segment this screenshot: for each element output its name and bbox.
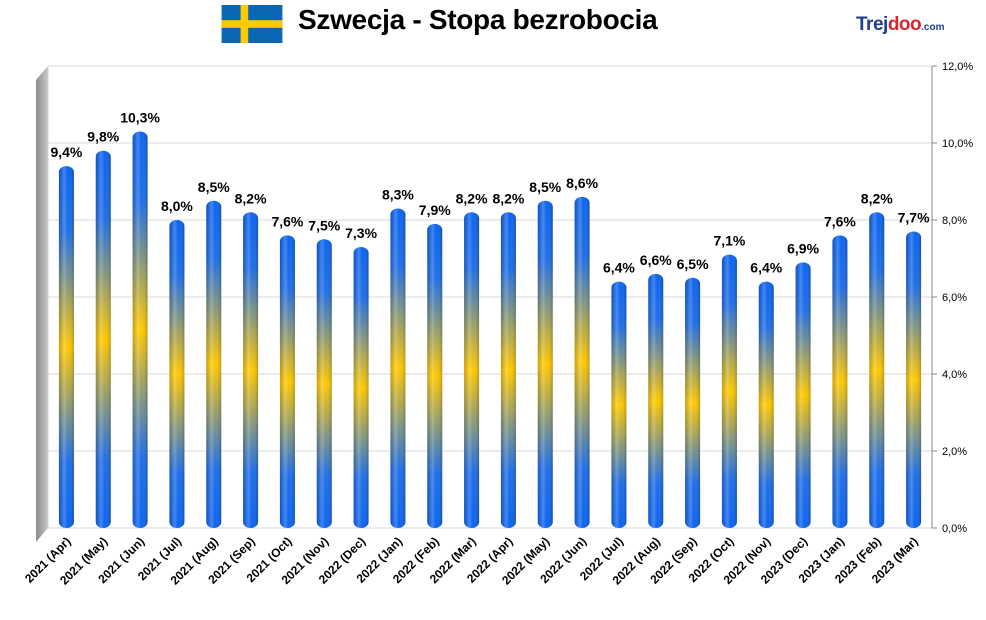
sweden-flag-icon xyxy=(221,5,283,43)
bars xyxy=(58,131,922,529)
data-label: 6,6% xyxy=(640,252,672,268)
y-tick-label: 12,0% xyxy=(942,61,973,73)
data-label: 7,7% xyxy=(898,210,930,226)
bar-shine xyxy=(169,220,185,528)
chart-side-wall xyxy=(36,66,48,542)
chart-title: Szwecja - Stopa bezrobocia xyxy=(298,4,658,35)
y-tick-label: 8,0% xyxy=(942,215,967,227)
data-label: 8,5% xyxy=(198,179,230,195)
brand-main: Trej xyxy=(856,14,888,35)
y-tick-label: 2,0% xyxy=(942,446,967,458)
bar-shine xyxy=(58,166,74,528)
data-label: 6,5% xyxy=(677,256,709,272)
bar-shine xyxy=(464,212,480,529)
bar-shine xyxy=(500,212,516,529)
bar-shine xyxy=(869,212,885,529)
y-tick-label: 6,0% xyxy=(942,292,967,304)
data-label: 6,9% xyxy=(787,240,819,256)
data-label: 8,2% xyxy=(456,190,488,206)
bar-shine xyxy=(95,150,111,528)
y-tick-label: 0,0% xyxy=(942,523,967,535)
bar-shine xyxy=(537,200,553,528)
data-label: 8,6% xyxy=(566,175,598,191)
bar-shine xyxy=(648,273,664,528)
bar-shine xyxy=(832,235,848,528)
x-axis-ticks: 2021 (Apr)2021 (May)2021 (Jun)2021 (Jul)… xyxy=(22,534,921,587)
data-label: 7,9% xyxy=(419,202,451,218)
y-tick-label: 4,0% xyxy=(942,369,967,381)
y-tick-label: 10,0% xyxy=(942,138,973,150)
data-label: 7,3% xyxy=(345,225,377,241)
data-label: 8,2% xyxy=(235,190,267,206)
brand-domain: .com xyxy=(921,22,945,33)
brand-accent: doo xyxy=(887,14,922,35)
bar-shine xyxy=(906,231,922,529)
bar-shine xyxy=(611,281,627,528)
y-axis-ticks: 0,0% 2,0% 4,0% 6,0% 8,0% 10,0% 12,0% xyxy=(942,61,973,535)
data-label: 8,3% xyxy=(382,186,414,202)
bar-shine xyxy=(685,277,701,528)
bar-shine xyxy=(574,196,590,528)
bar-shine xyxy=(353,246,369,528)
data-label: 10,3% xyxy=(120,109,160,125)
chart-header: Szwecja - Stopa bezrobocia Trejdoo.com xyxy=(0,0,986,46)
data-label: 8,2% xyxy=(861,190,893,206)
side-wall xyxy=(36,66,48,542)
bar-shine xyxy=(390,208,406,528)
bar-shine xyxy=(279,235,295,528)
data-label: 9,4% xyxy=(50,144,82,160)
data-labels: 9,4%9,8%10,3%8,0%8,5%8,2%7,6% 7,5% 7,3%8,3… xyxy=(50,109,930,275)
bar-shine xyxy=(758,281,774,528)
data-label: 7,5% xyxy=(308,217,340,233)
gridlines xyxy=(47,65,937,529)
data-label: 8,2% xyxy=(492,190,524,206)
data-label: 7,6% xyxy=(824,213,856,229)
data-label: 8,5% xyxy=(529,179,561,195)
data-label: 7,1% xyxy=(713,233,745,249)
bar-shine xyxy=(316,239,332,528)
data-label: 6,4% xyxy=(603,260,635,276)
bar-shine xyxy=(243,212,259,529)
data-label: 8,0% xyxy=(161,198,193,214)
bar-shine xyxy=(721,254,737,528)
bar-shine xyxy=(132,131,148,528)
brand-logo: Trejdoo.com xyxy=(856,14,944,36)
bar-shine xyxy=(795,262,811,528)
data-label: 7,6% xyxy=(271,213,303,229)
bar-shine xyxy=(427,223,443,528)
data-label: 9,8% xyxy=(87,129,119,145)
bar-shine xyxy=(206,200,222,528)
data-label: 6,4% xyxy=(750,260,782,276)
